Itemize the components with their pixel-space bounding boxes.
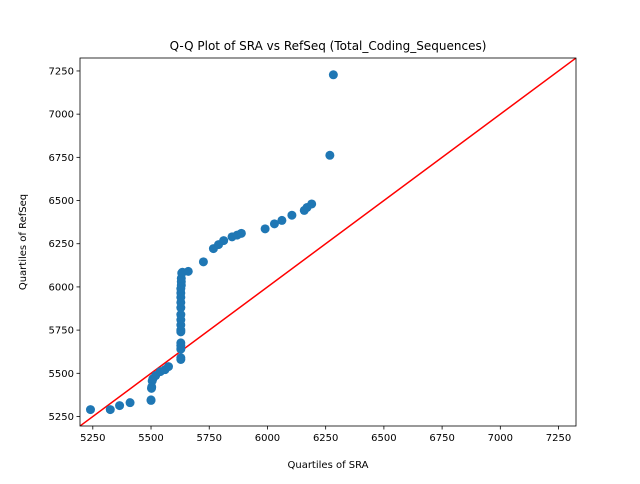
data-point	[85, 405, 95, 415]
x-tick-label: 5500	[138, 433, 163, 444]
data-point	[176, 310, 186, 320]
y-tick-label: 6000	[49, 282, 74, 293]
data-point	[146, 395, 156, 405]
data-point	[163, 362, 173, 372]
x-tick-label: 7000	[488, 433, 513, 444]
y-tick-label: 7000	[49, 110, 74, 121]
data-point	[176, 353, 186, 363]
data-point	[125, 398, 135, 408]
data-point	[269, 219, 279, 229]
data-point	[307, 199, 317, 209]
plot-area: 5250 5500 5750 6000 6250 6500 6750 7000 7250 525…	[49, 57, 577, 444]
data-point	[176, 338, 186, 348]
x-tick-label: 6750	[429, 433, 454, 444]
data-point	[325, 150, 335, 160]
data-point	[198, 257, 208, 267]
data-point	[287, 210, 297, 220]
y-tick-label: 5750	[49, 326, 74, 337]
axes-frame	[79, 57, 577, 427]
data-point	[183, 266, 193, 276]
data-point	[219, 236, 229, 246]
x-tick-label: 5750	[197, 433, 222, 444]
chart-title: Q-Q Plot of SRA vs RefSeq (Total_Coding_…	[170, 39, 487, 53]
y-tick-label: 5500	[49, 369, 74, 380]
x-tick-label: 6250	[313, 433, 338, 444]
x-axis-label: Quartiles of SRA	[287, 460, 368, 471]
data-point	[260, 224, 270, 234]
x-tick-label: 7250	[546, 433, 571, 444]
x-tick-label: 6000	[255, 433, 280, 444]
y-tick-label: 6750	[49, 153, 74, 164]
data-point	[115, 401, 125, 411]
y-tick-label: 6250	[49, 239, 74, 250]
reference-line	[80, 58, 576, 426]
data-point	[105, 405, 115, 415]
data-point	[236, 228, 246, 238]
y-axis-label: Quartiles of RefSeq	[18, 194, 29, 290]
data-point	[277, 215, 287, 225]
x-tick-label: 5250	[80, 433, 105, 444]
y-axis-ticks: 5250 5500 5750 6000 6250 6500 6750 7000 7250	[49, 66, 80, 423]
y-tick-label: 5250	[49, 412, 74, 423]
y-tick-label: 6500	[49, 196, 74, 207]
x-axis-ticks: 5250 5500 5750 6000 6250 6500 6750 7000 7250	[80, 426, 571, 444]
data-point	[328, 70, 338, 80]
y-tick-label: 7250	[49, 66, 74, 77]
x-tick-label: 6500	[371, 433, 396, 444]
